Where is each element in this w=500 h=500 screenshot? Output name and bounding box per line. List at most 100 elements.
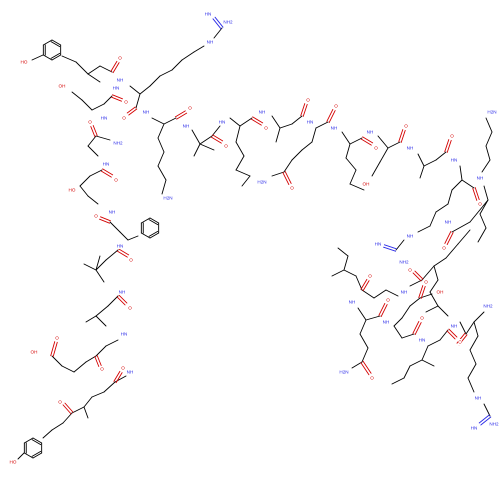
- atom-label-bg: [450, 157, 458, 163]
- bond-251: [469, 349, 477, 365]
- bond-157: [377, 135, 389, 149]
- bond-74: [91, 103, 105, 111]
- amide-nitrogen-36: HN: [219, 120, 226, 125]
- bond-153: [349, 183, 365, 191]
- bond-139: [311, 127, 317, 143]
- bond-173: [429, 211, 437, 227]
- lysine-amine-57: H2N: [487, 110, 496, 115]
- bond-15: [83, 396, 93, 408]
- amide-nitrogen-38: NH: [259, 110, 266, 115]
- amide-nh2-19: NH2: [113, 141, 123, 146]
- bond-14: [71, 406, 85, 414]
- amide-nitrogen-17: HN: [103, 162, 110, 167]
- bond-243: [448, 328, 458, 338]
- amide-oxygen-70: O: [420, 316, 424, 321]
- bond-142: [283, 159, 293, 173]
- bond-205: [385, 289, 399, 297]
- bond-62: [79, 185, 89, 197]
- bond-80: [42, 54, 53, 61]
- bond-10: [17, 452, 25, 460]
- bond-218: [361, 347, 369, 363]
- bond-235: [421, 345, 429, 361]
- atom-label-bg: [182, 123, 190, 129]
- bond-58: [109, 221, 121, 233]
- bond-155: [360, 138, 372, 146]
- bond-180: [474, 187, 480, 201]
- bond-240: [427, 339, 441, 347]
- bond-211: [337, 247, 349, 257]
- bond-6: [23, 437, 34, 444]
- amide-nitrogen-10: NH: [119, 290, 126, 295]
- bond-88: [61, 55, 77, 63]
- tyrosine-hydroxyl-24: HO: [21, 60, 28, 65]
- bond-104: [212, 18, 222, 30]
- bond-113: [161, 179, 167, 195]
- bond-164: [423, 159, 437, 167]
- bond-233: [414, 322, 422, 336]
- bond-106: [126, 106, 136, 114]
- bond-134: [279, 123, 293, 129]
- amide-oxygen-50: O: [450, 134, 454, 139]
- bond-256: [480, 416, 492, 426]
- serine-hydroxyl-21: OH: [59, 84, 66, 89]
- bond-163: [417, 153, 425, 167]
- amide-nitrogen-73: NH: [451, 324, 458, 329]
- bond-89: [75, 61, 89, 75]
- bond-229: [420, 285, 426, 299]
- atom-label-bg: [457, 339, 463, 345]
- atom-label-bg: [54, 335, 60, 341]
- bond-197: [409, 279, 423, 287]
- bond-29: [105, 339, 119, 347]
- bond-196: [421, 265, 435, 281]
- atom-label-bg: [218, 119, 226, 125]
- bond-222: [365, 315, 381, 321]
- bond-207: [361, 289, 375, 299]
- bond-96: [139, 85, 151, 95]
- bond-11: [42, 429, 53, 439]
- amide-oxygen-48: O: [404, 124, 408, 129]
- amide-oxygen-11: O: [129, 258, 133, 263]
- bond-37: [85, 315, 97, 323]
- amide-nitrogen-56: NH: [477, 176, 484, 181]
- bond-22: [113, 370, 121, 382]
- amide-nitrogen-34: NH: [183, 124, 190, 129]
- bond-158: [379, 147, 389, 163]
- atom-label-bg: [333, 103, 339, 109]
- bond-148: [326, 108, 334, 122]
- bond-98: [159, 69, 173, 77]
- bond-202: [437, 305, 449, 317]
- bond-45: [116, 250, 128, 258]
- bond-125: [235, 125, 241, 143]
- guanidine-nitrogen-52: NH: [407, 234, 414, 239]
- bond-32: [94, 356, 100, 367]
- bond-137: [302, 103, 308, 117]
- atom-label-bg: [474, 395, 482, 401]
- bond-122: [210, 136, 222, 144]
- atom-label-bg: [441, 245, 447, 251]
- atom-label-bg: [30, 349, 38, 355]
- bond-91: [87, 65, 101, 75]
- amide-oxygen-45: O: [374, 146, 378, 151]
- atom-label-bg: [113, 177, 119, 183]
- bond-130: [239, 117, 253, 127]
- bond-252: [467, 363, 477, 379]
- bond-93: [112, 62, 120, 74]
- bond-128: [235, 169, 251, 177]
- bond-151: [345, 157, 357, 171]
- atom-label-bg: [257, 179, 267, 185]
- bond-136: [275, 127, 281, 143]
- bond-220: [360, 362, 370, 376]
- bond-94: [110, 60, 118, 72]
- bond-114: [163, 117, 177, 125]
- bond-199: [429, 279, 439, 293]
- bond-152: [349, 169, 357, 185]
- bond-194: [445, 243, 459, 259]
- bond-40: [95, 269, 105, 283]
- bond-39: [118, 294, 128, 304]
- bond-108: [151, 117, 165, 125]
- atom-label-bg: [423, 279, 429, 285]
- bond-203: [414, 270, 424, 280]
- bond-20: [62, 404, 72, 415]
- bond-192: [446, 232, 454, 246]
- bond-100: [181, 51, 195, 61]
